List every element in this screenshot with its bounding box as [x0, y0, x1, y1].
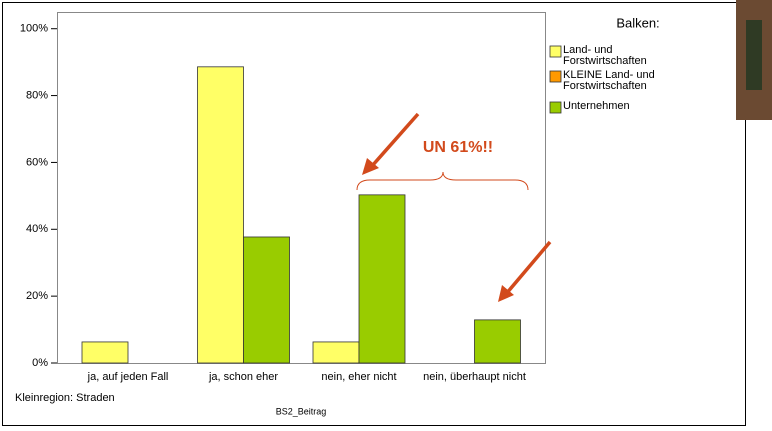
arrow — [370, 112, 420, 168]
legend-swatch — [549, 45, 562, 58]
bar — [197, 66, 244, 364]
annotation: UN 61%!! — [423, 139, 493, 156]
y-tick-label: 60% — [26, 156, 48, 168]
legend-label: KLEINE Land- und Forstwirtschaften — [563, 69, 655, 92]
legend-swatch — [549, 70, 562, 83]
bar — [312, 341, 360, 364]
legend-label: Unternehmen — [563, 100, 630, 112]
arrows — [370, 112, 552, 296]
y-tick-label: 20% — [26, 290, 48, 302]
x-tick-label: ja, auf jeden Fall — [87, 371, 169, 383]
bar — [243, 236, 290, 364]
footnote: Kleinregion: Straden — [15, 392, 115, 404]
bar — [358, 194, 406, 364]
legend-label: Land- und Forstwirtschaften — [563, 44, 647, 67]
y-tick-label: 40% — [26, 223, 48, 235]
bar — [474, 319, 521, 364]
x-tick-label: nein, überhaupt nicht — [423, 371, 526, 383]
x-axis-label: BS2_Beitrag — [276, 406, 327, 416]
photo-detail — [746, 20, 762, 90]
arrow-head — [362, 158, 379, 175]
x-tick-label: nein, eher nicht — [321, 371, 397, 383]
arrow — [504, 240, 552, 296]
y-tick-label: 80% — [26, 89, 48, 101]
legend-title: Balken: — [616, 15, 659, 30]
brace — [356, 171, 529, 191]
arrow-head — [498, 285, 514, 302]
y-tick-label: 100% — [20, 23, 48, 35]
y-tick-label: 0% — [32, 357, 48, 369]
legend-swatch — [549, 101, 562, 114]
outer-frame — [2, 2, 746, 426]
x-tick-label: ja, schon eher — [208, 371, 279, 383]
bar — [81, 341, 129, 364]
plot-area — [57, 12, 546, 364]
